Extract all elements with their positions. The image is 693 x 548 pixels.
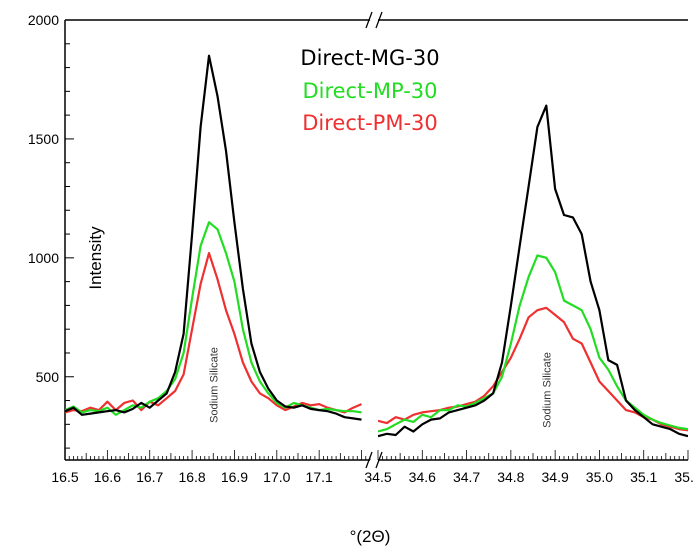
legend-entry-direct-pm-30: Direct-PM-30 [302, 111, 438, 135]
x-tick-label: 34.9 [542, 469, 569, 485]
legend: Direct-MG-30 Direct-MP-30 Direct-PM-30 [300, 46, 439, 135]
x-tick-label: 34.7 [453, 469, 480, 485]
x-tick-label: 16.6 [94, 469, 121, 485]
legend-entry-direct-mp-30: Direct-MP-30 [302, 79, 437, 103]
series-line-direct-mg-30-seg1 [65, 54, 362, 421]
x-tick-label: 17.0 [263, 469, 290, 485]
x-axis: 16.5 16.6 16.7 16.8 16.9 17.0 17.1 34.5 34.6 34.7… [51, 450, 693, 485]
y-axis-title: Intensity [86, 226, 105, 290]
legend-entry-direct-mg-30: Direct-MG-30 [300, 46, 439, 70]
x-tick-label: 34.8 [497, 469, 524, 485]
annotation-layer: Sodium Silicate Sodium Silicate [208, 347, 553, 428]
y-tick-label: 500 [36, 369, 60, 385]
series-line-direct-pm-30-seg1 [65, 252, 362, 414]
axis-break-top [365, 11, 383, 29]
annotation-sodium-silicate: Sodium Silicate [541, 352, 553, 428]
x-tick-label: 34.6 [409, 469, 436, 485]
x-tick-label: 16.5 [51, 469, 78, 485]
x-tick-label: 35.1 [630, 469, 657, 485]
x-tick-label: 16.9 [221, 469, 248, 485]
series-line-direct-pm-30-seg2 [378, 306, 688, 432]
y-tick-label: 2000 [28, 12, 59, 28]
x-tick-label: 16.7 [136, 469, 163, 485]
x-tick-label: 16.8 [178, 469, 205, 485]
x-tick-label: 17.1 [306, 469, 333, 485]
annotation-sodium-silicate: Sodium Silicate [208, 347, 220, 423]
x-tick-label: 35.0 [586, 469, 613, 485]
series-line-direct-mp-30-seg2 [378, 254, 688, 433]
y-tick-label: 1000 [28, 250, 59, 266]
y-axis: 500 1000 1500 2000 [28, 12, 74, 449]
y-tick-label: 1500 [28, 131, 59, 147]
series-layer [65, 54, 688, 438]
x-axis-title: °(2Θ) [350, 527, 391, 546]
axis-break-bottom [365, 451, 383, 469]
x-tick-label: 34.5 [364, 469, 391, 485]
x-tick-label: 35.2 [674, 469, 693, 485]
series-line-direct-mg-30-seg2 [378, 104, 688, 438]
